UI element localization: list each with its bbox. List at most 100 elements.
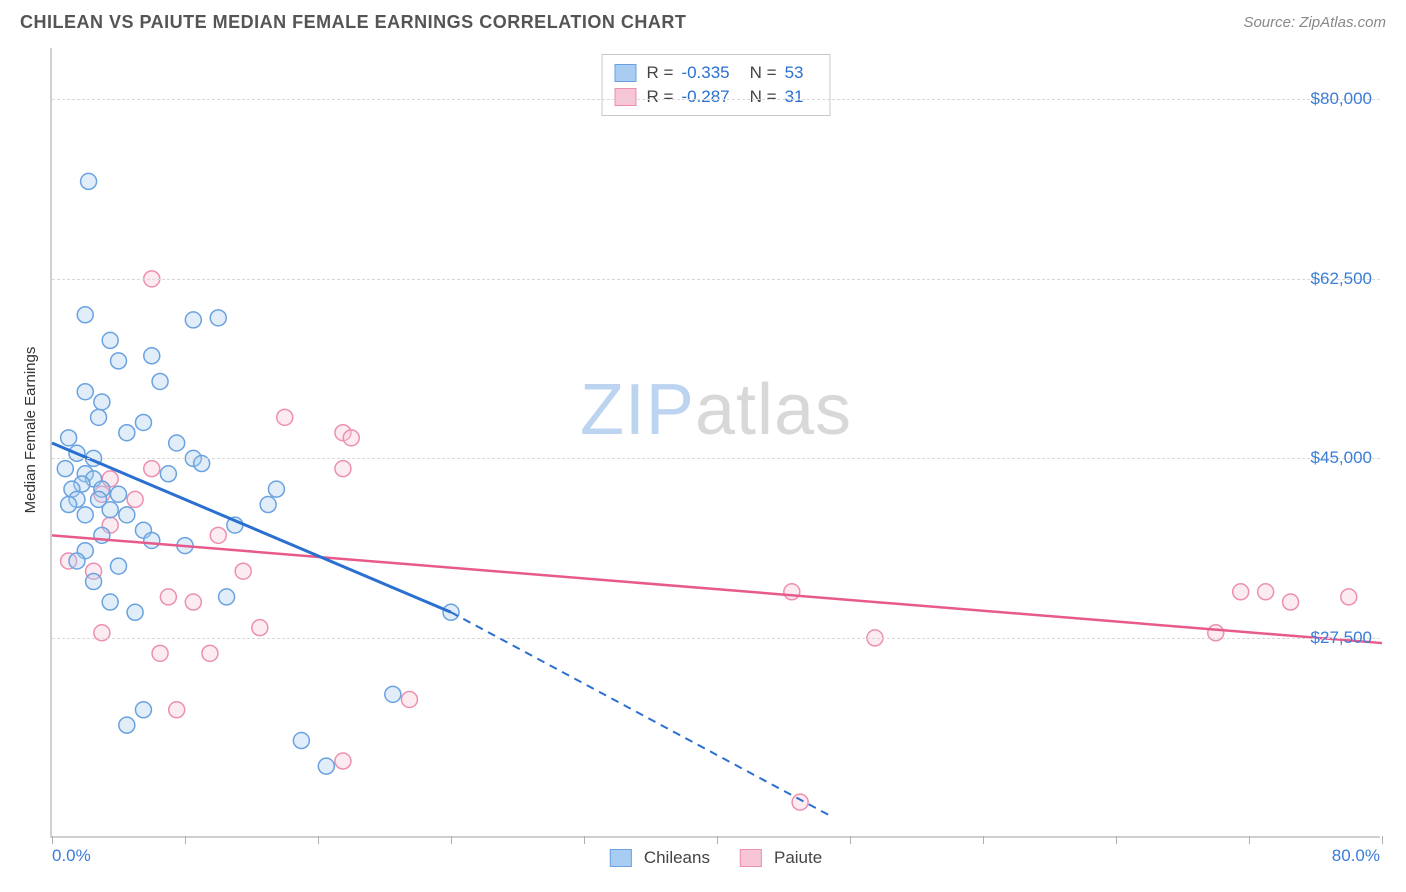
data-point xyxy=(91,409,107,425)
x-tick xyxy=(1116,836,1117,844)
data-point xyxy=(1258,584,1274,600)
x-tick xyxy=(584,836,585,844)
legend-label-chileans: Chileans xyxy=(644,848,710,868)
y-gridline xyxy=(52,279,1380,280)
data-point xyxy=(1283,594,1299,610)
data-point xyxy=(152,373,168,389)
x-tick xyxy=(717,836,718,844)
chart-plot-area: ZIPatlas R = -0.335 N = 53 R = -0.287 N … xyxy=(50,48,1380,838)
x-tick xyxy=(52,836,53,844)
data-point xyxy=(343,430,359,446)
data-point xyxy=(135,702,151,718)
data-point xyxy=(335,461,351,477)
legend-r-paiute: -0.287 xyxy=(681,85,729,109)
data-point xyxy=(111,486,127,502)
x-tick xyxy=(1249,836,1250,844)
data-point xyxy=(401,691,417,707)
legend-n-paiute: 31 xyxy=(785,85,804,109)
chart-header: CHILEAN VS PAIUTE MEDIAN FEMALE EARNINGS… xyxy=(0,0,1406,41)
x-tick xyxy=(318,836,319,844)
data-point xyxy=(219,589,235,605)
y-axis-title: Median Female Earnings xyxy=(22,347,39,514)
data-point xyxy=(160,589,176,605)
y-gridline xyxy=(52,458,1380,459)
x-tick xyxy=(451,836,452,844)
data-point xyxy=(169,435,185,451)
data-point xyxy=(268,481,284,497)
data-point xyxy=(57,461,73,477)
data-point xyxy=(119,507,135,523)
x-tick xyxy=(850,836,851,844)
data-point xyxy=(144,532,160,548)
data-point xyxy=(1233,584,1249,600)
x-tick-label: 0.0% xyxy=(52,846,91,866)
data-point xyxy=(111,558,127,574)
legend-n-label2: N = xyxy=(750,85,777,109)
data-point xyxy=(144,348,160,364)
x-tick xyxy=(1382,836,1383,844)
y-tick-label: $45,000 xyxy=(1311,448,1372,468)
legend-r-chileans: -0.335 xyxy=(681,61,729,85)
data-point xyxy=(210,310,226,326)
y-tick-label: $80,000 xyxy=(1311,89,1372,109)
data-point xyxy=(119,717,135,733)
y-gridline xyxy=(52,99,1380,100)
data-point xyxy=(784,584,800,600)
data-point xyxy=(235,563,251,579)
data-point xyxy=(1341,589,1357,605)
data-point xyxy=(144,461,160,477)
data-point xyxy=(293,733,309,749)
chart-title: CHILEAN VS PAIUTE MEDIAN FEMALE EARNINGS… xyxy=(20,12,686,33)
data-point xyxy=(318,758,334,774)
legend-item-chileans: Chileans xyxy=(610,848,710,868)
legend-row-paiute: R = -0.287 N = 31 xyxy=(615,85,818,109)
data-point xyxy=(335,753,351,769)
data-point xyxy=(152,645,168,661)
data-point xyxy=(69,553,85,569)
legend-series: Chileans Paiute xyxy=(610,848,822,868)
data-point xyxy=(127,491,143,507)
data-point xyxy=(277,409,293,425)
data-point xyxy=(260,497,276,513)
y-gridline xyxy=(52,638,1380,639)
legend-n-label: N = xyxy=(750,61,777,85)
data-point xyxy=(185,594,201,610)
legend-r-label2: R = xyxy=(647,85,674,109)
legend-item-paiute: Paiute xyxy=(740,848,822,868)
trend-line xyxy=(451,612,833,817)
data-point xyxy=(77,307,93,323)
data-point xyxy=(127,604,143,620)
chart-source: Source: ZipAtlas.com xyxy=(1243,14,1386,31)
data-point xyxy=(77,507,93,523)
legend-correlation-box: R = -0.335 N = 53 R = -0.287 N = 31 xyxy=(602,54,831,116)
swatch-chileans-2 xyxy=(610,849,632,867)
data-point xyxy=(135,414,151,430)
legend-label-paiute: Paiute xyxy=(774,848,822,868)
data-point xyxy=(86,574,102,590)
swatch-paiute-2 xyxy=(740,849,762,867)
data-point xyxy=(77,384,93,400)
x-tick xyxy=(983,836,984,844)
swatch-paiute xyxy=(615,88,637,106)
data-point xyxy=(160,466,176,482)
data-point xyxy=(102,502,118,518)
data-point xyxy=(94,394,110,410)
data-point xyxy=(61,430,77,446)
data-point xyxy=(102,332,118,348)
legend-n-chileans: 53 xyxy=(785,61,804,85)
data-point xyxy=(792,794,808,810)
data-point xyxy=(61,497,77,513)
data-point xyxy=(210,527,226,543)
scatter-svg xyxy=(52,48,1380,836)
data-point xyxy=(81,173,97,189)
swatch-chileans xyxy=(615,64,637,82)
y-tick-label: $27,500 xyxy=(1311,628,1372,648)
data-point xyxy=(252,620,268,636)
x-tick xyxy=(185,836,186,844)
legend-r-label: R = xyxy=(647,61,674,85)
x-tick-label: 80.0% xyxy=(1332,846,1380,866)
data-point xyxy=(185,312,201,328)
data-point xyxy=(102,594,118,610)
data-point xyxy=(202,645,218,661)
y-tick-label: $62,500 xyxy=(1311,269,1372,289)
